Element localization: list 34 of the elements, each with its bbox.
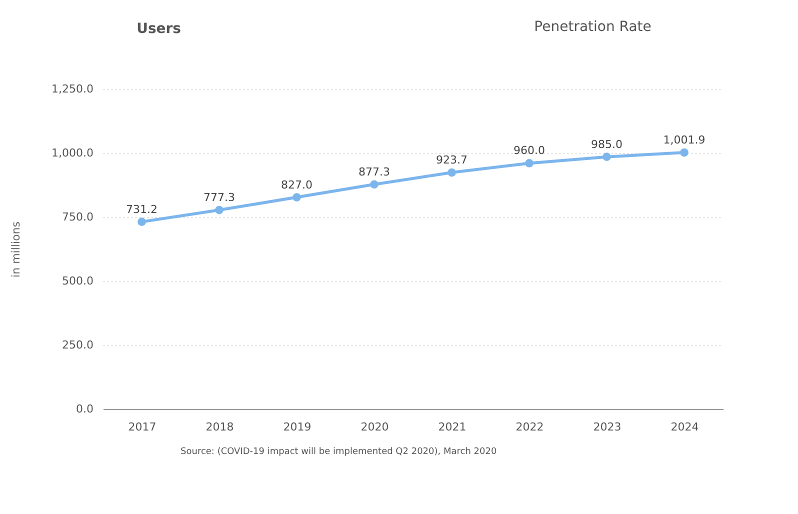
point: [292, 193, 301, 202]
y-tick-label: 250.0: [62, 338, 94, 352]
x-tick-label: 2022: [516, 420, 544, 434]
data-label: 827.0: [281, 178, 312, 192]
y-tick-label: 0.0: [76, 402, 94, 416]
x-tick-label: 2024: [670, 420, 699, 434]
point: [602, 152, 611, 162]
y-tick-label: 750.0: [62, 210, 94, 224]
x-tick-label: 2017: [128, 420, 156, 434]
point: [448, 168, 456, 177]
data-label: 777.3: [204, 191, 235, 204]
data-label: 1,001.9: [663, 134, 706, 147]
point: [680, 148, 688, 157]
y-tick-label: 500.0: [62, 274, 94, 288]
point: [370, 180, 378, 189]
x-tick-label: 2019: [283, 420, 312, 434]
data-label: 877.3: [358, 165, 390, 178]
y-tick-label: 1,250.0: [52, 82, 94, 96]
x-tick-label: 2020: [360, 420, 389, 434]
data-label: 960.0: [514, 144, 545, 158]
x-tick-label: 2023: [593, 420, 622, 434]
data-label: 985.0: [591, 138, 622, 151]
text: Penetration Rate: [534, 19, 652, 35]
y-tick-label: 1,000.0: [52, 146, 94, 160]
text: Users: [136, 21, 182, 37]
point: [525, 159, 534, 168]
y-axis-title: in millions: [10, 221, 23, 278]
point: [215, 206, 224, 214]
source-note: Source: (COVID-19 impact will be implemented Q2 2020), March 2020: [180, 447, 497, 457]
data-label: 923.7: [436, 154, 468, 167]
point: [138, 218, 146, 226]
data-label: 731.2: [126, 202, 158, 216]
x-tick-label: 2021: [438, 420, 466, 434]
x-tick-label: 2018: [206, 420, 234, 434]
